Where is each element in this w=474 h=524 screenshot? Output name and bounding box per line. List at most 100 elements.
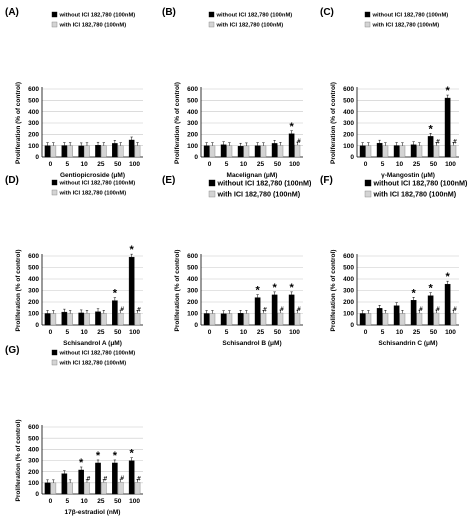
y-tick-label: 100 xyxy=(28,143,39,150)
bar xyxy=(220,313,227,326)
legend-swatch xyxy=(51,349,58,356)
y-tick-label: 100 xyxy=(28,311,39,318)
x-tick-label: 50 xyxy=(114,329,122,336)
y-tick-label: 600 xyxy=(187,253,198,260)
bar xyxy=(61,473,68,495)
y-tick-label: 200 xyxy=(187,299,198,306)
y-tick-label: 0 xyxy=(35,322,39,329)
legend-entry: without ICI 182,780 (100nM) xyxy=(59,350,136,356)
bar xyxy=(101,145,107,158)
x-tick-label: 0 xyxy=(49,498,53,505)
legend-entry: without ICI 182,780 (100nM) xyxy=(373,178,468,187)
legend-entry: without ICI 182,780 (100nM) xyxy=(59,12,136,18)
significance-hash: # xyxy=(120,475,124,482)
y-axis-label: Proliferation (% of control) xyxy=(15,82,22,164)
significance-hash: # xyxy=(436,306,440,313)
y-tick-label: 400 xyxy=(187,276,198,283)
bar xyxy=(416,145,423,158)
significance-hash: # xyxy=(280,306,284,313)
y-tick-label: 300 xyxy=(28,120,39,127)
x-tick-label: 25 xyxy=(97,329,105,336)
y-tick-label: 300 xyxy=(28,458,39,465)
significance-star: * xyxy=(289,121,294,133)
y-axis-label: Proliferation (% of control) xyxy=(15,420,22,502)
y-tick-label: 100 xyxy=(187,311,198,318)
bar xyxy=(254,297,261,326)
x-tick-label: 25 xyxy=(97,498,105,505)
y-axis-label: Proliferation (% of control) xyxy=(174,250,181,332)
legend-entry: without ICI 182,780 (100nM) xyxy=(59,180,136,186)
x-axis-label: Gentiopicroside (μM) xyxy=(60,172,125,179)
significance-star: * xyxy=(255,285,260,297)
y-tick-label: 600 xyxy=(343,86,354,93)
bar xyxy=(427,295,434,326)
x-tick-label: 5 xyxy=(225,161,229,168)
y-tick-label: 200 xyxy=(28,299,39,306)
x-tick-label: 10 xyxy=(396,329,404,336)
bar xyxy=(67,482,73,495)
x-tick-label: 50 xyxy=(430,161,438,168)
bar xyxy=(365,145,372,158)
significance-hash: # xyxy=(104,475,108,482)
bar xyxy=(450,145,457,158)
significance-star: * xyxy=(289,282,294,294)
x-tick-label: 25 xyxy=(413,329,421,336)
bar xyxy=(237,313,244,326)
y-tick-label: 500 xyxy=(343,265,354,272)
significance-star: * xyxy=(130,244,135,256)
x-axis-label: Schisandrol A (μM) xyxy=(63,340,122,347)
bar xyxy=(410,300,417,326)
bar xyxy=(382,313,389,326)
significance-star: * xyxy=(130,448,135,460)
x-axis-label: Schisandrin C (μM) xyxy=(378,340,437,347)
legend-swatch xyxy=(364,11,371,18)
bar xyxy=(433,312,440,326)
bar xyxy=(393,145,400,158)
legend-entry: without ICI 182,780 (100nM) xyxy=(217,178,312,187)
bar xyxy=(95,311,101,326)
significance-hash: # xyxy=(297,138,301,145)
bar xyxy=(416,312,423,326)
y-tick-label: 400 xyxy=(187,109,198,116)
significance-star: * xyxy=(272,282,277,294)
bar xyxy=(44,482,51,495)
x-tick-label: 5 xyxy=(65,161,69,168)
y-tick-label: 400 xyxy=(28,109,39,116)
x-tick-label: 100 xyxy=(289,329,300,336)
y-tick-label: 200 xyxy=(187,132,198,139)
bar xyxy=(44,145,51,158)
y-tick-label: 400 xyxy=(343,109,354,116)
bar xyxy=(294,144,301,158)
x-tick-label: 100 xyxy=(445,161,456,168)
bar xyxy=(128,139,135,158)
y-tick-label: 100 xyxy=(187,143,198,150)
y-tick-label: 600 xyxy=(187,86,198,93)
bar xyxy=(399,313,406,326)
x-tick-label: 10 xyxy=(80,498,88,505)
x-tick-label: 10 xyxy=(80,161,88,168)
bar xyxy=(203,145,210,158)
bar xyxy=(134,482,141,495)
x-tick-label: 5 xyxy=(65,329,69,336)
x-tick-label: 100 xyxy=(129,498,140,505)
legend-entry: with ICI 182,780 (100nM) xyxy=(59,22,127,28)
significance-hash: # xyxy=(453,306,457,313)
x-tick-label: 10 xyxy=(396,161,404,168)
panel-label: (A) xyxy=(5,7,19,18)
bar xyxy=(50,313,57,326)
bar xyxy=(112,300,118,326)
y-tick-label: 500 xyxy=(187,98,198,105)
bar xyxy=(226,313,233,326)
bar xyxy=(220,144,227,158)
x-tick-label: 5 xyxy=(381,329,385,336)
panel-label: (G) xyxy=(5,345,19,356)
panel-label: (B) xyxy=(162,7,176,18)
significance-hash: # xyxy=(120,306,124,313)
y-tick-label: 500 xyxy=(343,98,354,105)
y-tick-label: 100 xyxy=(28,480,39,487)
significance-star: * xyxy=(96,450,101,462)
bar xyxy=(237,146,244,158)
